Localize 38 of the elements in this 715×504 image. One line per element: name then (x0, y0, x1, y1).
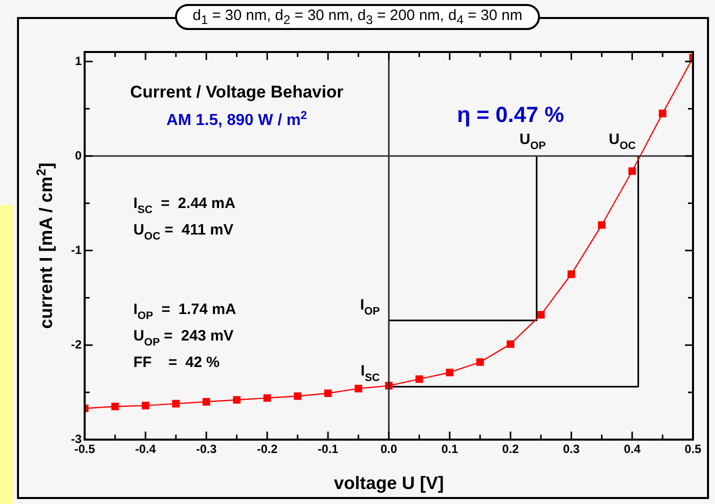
x-tick-label: 0.5 (684, 442, 702, 456)
x-tick-label: -0.3 (196, 442, 217, 456)
y-axis-title: current I [mA / cm2] (34, 162, 56, 329)
x-tick-label: -0.1 (318, 442, 339, 456)
point (111, 402, 119, 410)
x-tick-label: -0.2 (256, 442, 278, 456)
point (476, 358, 484, 366)
x-tick-label: 0.0 (380, 442, 398, 456)
point (354, 384, 362, 392)
y-tick-label: -2 (71, 337, 82, 352)
point (263, 394, 271, 402)
point (324, 389, 332, 398)
point (232, 396, 241, 404)
annotation: Current / Voltage Behavior (130, 82, 344, 102)
x-tick-label: 0.2 (502, 442, 520, 456)
annotation: η = 0.47 % (457, 102, 564, 127)
point (294, 392, 302, 400)
y-tick-label: 0 (74, 148, 82, 162)
point (172, 400, 180, 408)
point (628, 167, 636, 175)
point (658, 110, 666, 118)
point (415, 375, 424, 383)
point (598, 221, 606, 229)
chart-title: d$_{1}$ = 30 nm, d$_{2}$ = 30 nm, d$_{3}$ = 200 nm, d$_{4}$ = 30 nm (192, 7, 522, 27)
x-tick-label: 0.4 (624, 442, 641, 456)
point (202, 398, 210, 406)
point (568, 270, 576, 278)
point (537, 311, 545, 319)
x-axis-title: voltage U [V] (334, 473, 444, 493)
x-tick-label: 0.3 (562, 442, 580, 456)
point (446, 368, 454, 376)
x-tick-label: -0.4 (135, 442, 156, 456)
annotation: FF = 42 % (133, 354, 220, 371)
y-tick-label: 1 (74, 54, 82, 68)
x-tick-label: 0.1 (441, 442, 458, 456)
point (506, 340, 514, 348)
y-tick-label: -1 (71, 242, 82, 257)
point (142, 402, 150, 410)
